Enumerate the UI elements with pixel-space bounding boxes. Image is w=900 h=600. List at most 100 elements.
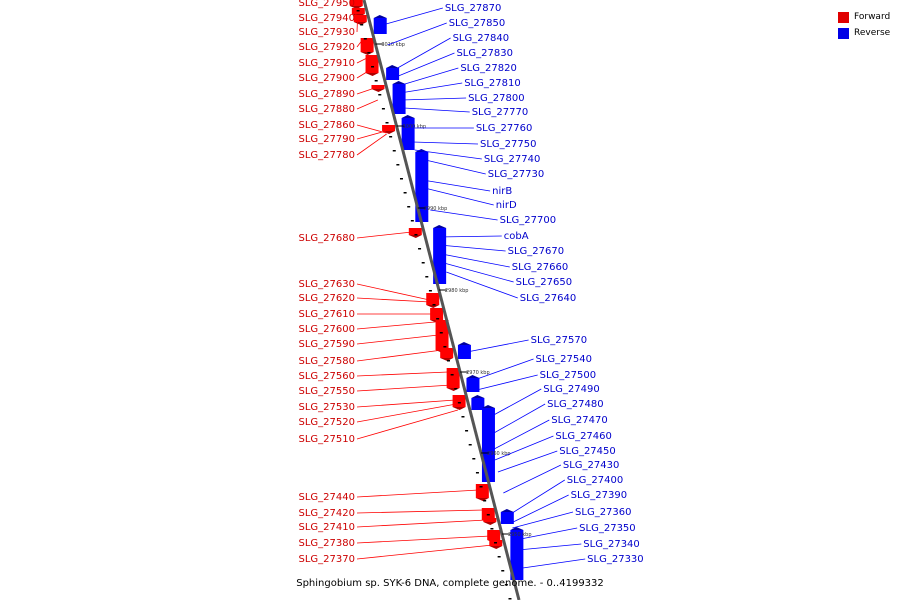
feature-dash — [479, 486, 483, 488]
reverse-gene-block — [457, 345, 471, 359]
forward-gene-label[interactable]: SLG_27630 — [299, 279, 355, 290]
feature-dash — [418, 248, 422, 250]
reverse-gene-block — [466, 378, 480, 392]
reverse-gene-label[interactable]: SLG_27830 — [456, 48, 512, 59]
reverse-gene-label[interactable]: SLG_27570 — [531, 335, 587, 346]
forward-gene-label[interactable]: SLG_27780 — [299, 150, 355, 161]
reverse-gene-label[interactable]: SLG_27480 — [547, 399, 603, 410]
reverse-gene-label[interactable]: nirB — [492, 186, 512, 197]
reverse-gene-label[interactable]: SLG_27360 — [575, 507, 631, 518]
reverse-gene-label[interactable]: SLG_27460 — [555, 431, 611, 442]
reverse-leader-line — [430, 209, 498, 221]
reverse-gene-arrow — [481, 405, 495, 408]
reverse-leader-line — [515, 527, 578, 541]
forward-gene-arrow — [446, 388, 460, 391]
reverse-gene-label[interactable]: SLG_27670 — [508, 246, 564, 257]
reverse-gene-label[interactable]: SLG_27760 — [476, 123, 532, 134]
reverse-gene-label[interactable]: SLG_27850 — [449, 18, 505, 29]
feature-dash — [414, 234, 418, 236]
reverse-gene-label[interactable]: SLG_27660 — [512, 262, 568, 273]
reverse-leader-line — [441, 253, 510, 268]
forward-gene-label[interactable]: SLG_27790 — [299, 134, 355, 145]
feature-dash — [494, 542, 498, 544]
forward-gene-label[interactable]: SLG_27930 — [299, 27, 355, 38]
reverse-gene-label[interactable]: SLG_27340 — [583, 539, 639, 550]
forward-gene-label[interactable]: SLG_27510 — [299, 434, 355, 445]
feature-dash — [392, 150, 396, 152]
forward-gene-label[interactable]: SLG_27910 — [299, 58, 355, 69]
forward-leader-line — [356, 535, 491, 544]
forward-gene-arrow — [371, 89, 385, 92]
legend: Forward Reverse — [838, 9, 890, 41]
reverse-leader-line — [446, 271, 518, 299]
forward-gene-block — [353, 15, 367, 22]
reverse-gene-label[interactable]: cobA — [504, 231, 529, 242]
forward-gene-label[interactable]: SLG_27590 — [299, 339, 355, 350]
forward-gene-label[interactable]: SLG_27620 — [299, 293, 355, 304]
reverse-gene-label[interactable]: SLG_27330 — [587, 554, 643, 565]
forward-leader-line — [356, 283, 430, 301]
reverse-gene-label[interactable]: SLG_27730 — [488, 169, 544, 180]
forward-leader-line — [354, 12, 358, 19]
reverse-leader-line — [497, 450, 558, 473]
forward-gene-label[interactable]: SLG_27900 — [299, 73, 355, 84]
forward-gene-label[interactable]: SLG_27410 — [299, 522, 355, 533]
reverse-gene-label[interactable]: SLG_27750 — [480, 139, 536, 150]
forward-gene-label[interactable]: SLG_27550 — [299, 386, 355, 397]
reverse-gene-label[interactable]: SLG_27840 — [453, 33, 509, 44]
forward-gene-block — [371, 85, 385, 89]
forward-gene-label[interactable]: SLG_27920 — [299, 42, 355, 53]
reverse-leader-line — [512, 511, 574, 529]
reverse-gene-label[interactable]: SLG_27540 — [536, 354, 592, 365]
feature-dash — [475, 472, 479, 474]
forward-gene-label[interactable]: SLG_27890 — [299, 89, 355, 100]
forward-gene-label[interactable]: SLG_27940 — [299, 13, 355, 24]
reverse-gene-label[interactable]: SLG_27820 — [460, 63, 516, 74]
feature-dash — [356, 10, 360, 12]
forward-gene-label[interactable]: SLG_27600 — [299, 324, 355, 335]
forward-leader-line — [356, 519, 487, 528]
reverse-gene-label[interactable]: SLG_27700 — [500, 215, 556, 226]
forward-gene-label[interactable]: SLG_27380 — [299, 538, 355, 549]
legend-item-reverse: Reverse — [838, 25, 890, 41]
forward-gene-block — [487, 530, 501, 540]
forward-gene-block — [430, 308, 444, 320]
reverse-gene-arrow — [510, 527, 524, 530]
reverse-gene-label[interactable]: SLG_27350 — [579, 523, 635, 534]
reverse-gene-label[interactable]: SLG_27390 — [571, 490, 627, 501]
reverse-gene-arrow — [500, 509, 514, 512]
reverse-gene-label[interactable]: SLG_27800 — [468, 93, 524, 104]
reverse-leader-line — [466, 339, 529, 353]
forward-gene-label[interactable]: SLG_27440 — [299, 492, 355, 503]
forward-gene-block — [483, 518, 497, 522]
forward-gene-label[interactable]: SLG_27520 — [299, 417, 355, 428]
reverse-gene-label[interactable]: SLG_27430 — [563, 460, 619, 471]
forward-gene-label[interactable]: SLG_27680 — [299, 233, 355, 244]
reverse-gene-label[interactable]: SLG_27740 — [484, 154, 540, 165]
reverse-gene-label[interactable]: SLG_27650 — [516, 277, 572, 288]
forward-gene-label[interactable]: SLG_27950 — [299, 0, 355, 9]
reverse-gene-label[interactable]: SLG_27490 — [543, 384, 599, 395]
forward-gene-label[interactable]: SLG_27860 — [299, 120, 355, 131]
reverse-gene-label[interactable]: SLG_27470 — [551, 415, 607, 426]
reverse-gene-label[interactable]: SLG_27500 — [540, 370, 596, 381]
forward-gene-label[interactable]: SLG_27580 — [299, 356, 355, 367]
reverse-gene-label[interactable]: SLG_27400 — [567, 475, 623, 486]
feature-dash — [497, 556, 501, 558]
forward-gene-arrow — [360, 52, 374, 55]
reverse-leader-line — [503, 464, 562, 494]
reverse-gene-label[interactable]: SLG_27640 — [520, 293, 576, 304]
forward-gene-label[interactable]: SLG_27610 — [299, 309, 355, 320]
reverse-gene-label[interactable]: nirD — [496, 200, 517, 211]
reverse-leader-line — [416, 157, 486, 175]
forward-gene-label[interactable]: SLG_27560 — [299, 371, 355, 382]
forward-gene-label[interactable]: SLG_27420 — [299, 508, 355, 519]
forward-gene-label[interactable]: SLG_27880 — [299, 104, 355, 115]
reverse-gene-label[interactable]: SLG_27810 — [464, 78, 520, 89]
reverse-gene-label[interactable]: SLG_27870 — [445, 3, 501, 14]
feature-dash — [443, 346, 447, 348]
reverse-gene-label[interactable]: SLG_27770 — [472, 107, 528, 118]
forward-gene-label[interactable]: SLG_27370 — [299, 554, 355, 565]
forward-gene-label[interactable]: SLG_27530 — [299, 402, 355, 413]
reverse-gene-label[interactable]: SLG_27450 — [559, 446, 615, 457]
